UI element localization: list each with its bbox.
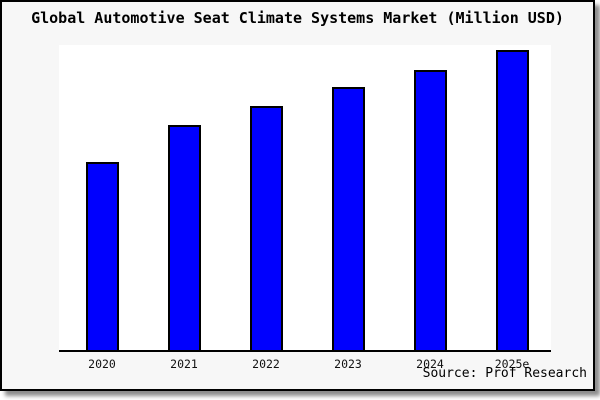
plot-area (59, 45, 551, 352)
bar-2022 (249, 105, 283, 350)
bar-2023 (331, 86, 365, 350)
bar-2024 (413, 69, 447, 350)
source-label: Source: Prof Research (422, 366, 587, 381)
x-tick-label-2022: 2022 (252, 357, 280, 371)
x-tick-label-2023: 2023 (334, 357, 362, 371)
chart-title: Global Automotive Seat Climate Systems M… (31, 9, 564, 27)
x-tick-label-2025e: 2025e (494, 357, 530, 371)
bar-2025e (495, 50, 529, 350)
x-tick-label-2021: 2021 (170, 357, 198, 371)
bar-2021 (167, 125, 201, 350)
x-tick-label-2020: 2020 (88, 357, 116, 371)
bar-2020 (85, 162, 119, 350)
chart-frame: Global Automotive Seat Climate Systems M… (0, 0, 595, 391)
x-tick-label-2024: 2024 (416, 357, 444, 371)
